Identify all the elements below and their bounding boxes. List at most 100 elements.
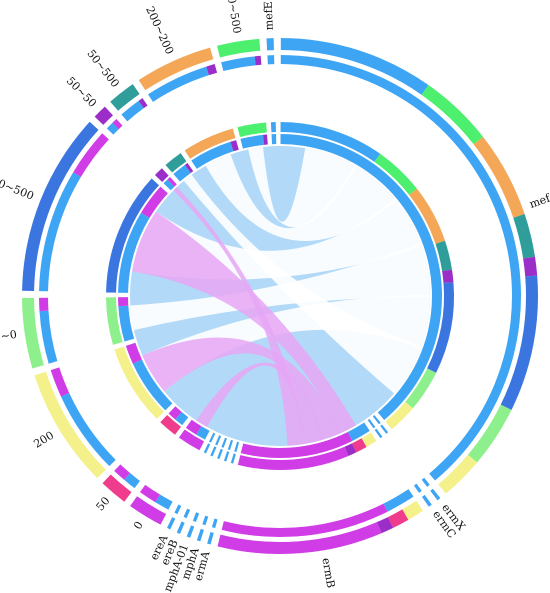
outer-inner-ring-200~200-1 [206, 64, 218, 76]
outer-ring-ereB-0 [176, 521, 185, 534]
inner-ring-50~50-1 [167, 177, 177, 187]
inner-outer-ring-mefA-4 [442, 269, 454, 284]
inner-outer-ring-mefA-1 [374, 153, 417, 195]
outer-inner-ring-ereA-0 [174, 504, 182, 515]
outer-inner-ring-200~500-1 [254, 55, 262, 66]
inner-ring-ermA-0 [234, 441, 240, 453]
inner-ring-50-0 [175, 411, 189, 426]
inner-ring-0~500-0 [118, 212, 150, 293]
outer-inner-ring-50~50-0 [106, 122, 119, 135]
outer-ring-mphA-01-0 [186, 525, 195, 538]
outer-inner-ring-50-1 [114, 464, 130, 480]
label-mefA: mef/A [528, 187, 550, 211]
inner-ring-50~500-1 [184, 162, 194, 173]
outer-ring-50-0 [102, 474, 132, 502]
outer-inner-ring-mphA-0 [202, 515, 209, 526]
inner-ring-0~0-1 [118, 297, 129, 307]
chord-0~500-ermB [132, 211, 356, 434]
outer-inner-ring-mphA-01-0 [192, 512, 200, 522]
label-0~500: 0~500 [0, 177, 36, 203]
outer-ring-200-0 [34, 371, 106, 479]
inner-outer-ring-ereB-0 [210, 446, 217, 457]
inner-outer-ring-mphA-0 [223, 451, 230, 462]
outer-inner-ring-mefE-0 [267, 55, 275, 65]
label-50~50: 50~50 [64, 74, 99, 110]
outer-ring-mefA-4 [523, 256, 538, 277]
outer-ring-mefA-1 [421, 85, 484, 145]
outer-inner-ring-50~50-1 [112, 119, 123, 130]
outer-ring-mefA-5 [500, 275, 538, 410]
inner-ring-0-1 [185, 419, 202, 435]
inner-outer-ring-200~200-0 [184, 128, 236, 159]
outer-ring-ermB-2 [376, 517, 394, 534]
label-200: 200 [31, 429, 56, 451]
label-200~200: 200~200 [143, 4, 176, 56]
chord-0-ermB [196, 362, 324, 444]
inner-outer-ring-ermC-0 [374, 428, 383, 439]
inner-ring-0~500-1 [140, 186, 168, 218]
label-50: 50 [94, 494, 113, 513]
inner-ring-0~0-0 [118, 305, 135, 342]
outer-ring-200~500-0 [217, 38, 261, 58]
inner-ring-ereA-0 [209, 432, 216, 443]
inner-ring-200~500-1 [262, 134, 268, 145]
inner-outer-ring-50~500-0 [165, 153, 187, 173]
outer-ring-mefA-6 [467, 404, 512, 463]
outer-inner-ring-0~0-0 [39, 310, 58, 364]
outer-inner-ring-50~500-0 [121, 100, 144, 122]
outer-inner-ring-0-0 [155, 494, 173, 510]
inner-ring-50~500-0 [173, 164, 191, 182]
inner-outer-ring-ermB-0 [361, 432, 377, 447]
inner-ring-200~200-1 [230, 140, 239, 152]
chord-200~500-mefA [248, 146, 357, 228]
inner-ring-mphA-0 [227, 439, 234, 451]
inner-outer-ring-mefA-3 [435, 240, 452, 272]
outer-ring-mefE-0 [266, 38, 274, 51]
inner-outer-ring-ermB-1 [351, 438, 367, 453]
inner-ring-200~200-0 [191, 141, 234, 169]
label-ermB: ermB [319, 557, 337, 589]
inner-ring-200-1 [125, 342, 142, 364]
inner-outer-ring-0~0-0 [106, 297, 123, 345]
inner-outer-ring-mefE-0 [270, 122, 276, 133]
outer-ring-0~500-0 [22, 121, 99, 291]
inner-outer-ring-mefA-5 [427, 282, 455, 373]
inner-ring-ermX-0 [372, 415, 381, 425]
inner-ring-ereB-0 [215, 435, 222, 446]
outer-inner-ring-200~200-0 [148, 66, 209, 102]
inner-outer-ring-50~50-0 [154, 168, 169, 182]
chord-200~200-mefA [205, 154, 396, 241]
outer-inner-ring-0~500-0 [39, 172, 81, 292]
outer-ring-ermX-0 [430, 488, 441, 501]
outer-ring-mefA-0 [280, 38, 429, 95]
inner-outer-ring-mefA-2 [409, 188, 445, 244]
label-0~0: 0~0 [0, 328, 18, 344]
inner-outer-ring-ermB-2 [344, 443, 357, 456]
outer-inner-ring-0~500-1 [73, 133, 109, 177]
inner-ring-ermB-1 [240, 432, 353, 459]
inner-outer-ring-mefA-7 [385, 401, 413, 430]
label-0: 0 [131, 519, 146, 532]
inner-ring-200-0 [132, 359, 173, 411]
outer-ring-ermB-1 [387, 509, 409, 528]
outer-ring-ereA-0 [166, 517, 176, 530]
outer-ring-ermB-0 [402, 500, 423, 520]
outer-inner-ring-0-1 [139, 484, 160, 503]
outer-inner-ring-ermC-0 [413, 483, 422, 493]
inner-ring-50~50-0 [163, 179, 175, 191]
inner-outer-ring-mphA-01-0 [217, 448, 223, 460]
outer-inner-ring-200-1 [50, 367, 70, 397]
inner-ring-mphA-01-0 [221, 437, 228, 448]
inner-ring-ermB-0 [347, 422, 370, 441]
inner-outer-ring-ermA-0 [230, 453, 236, 464]
outer-inner-ring-ereB-0 [183, 508, 191, 519]
outer-ring-mefA-3 [513, 214, 536, 259]
outer-ring-50~500-0 [110, 84, 140, 111]
inner-ring-0-0 [196, 426, 210, 440]
inner-ring-ermC-0 [367, 418, 376, 429]
inner-outer-ring-ermX-0 [380, 424, 389, 434]
outer-inner-ring-0~0-1 [39, 297, 49, 312]
outer-ring-mefA-7 [438, 454, 478, 494]
